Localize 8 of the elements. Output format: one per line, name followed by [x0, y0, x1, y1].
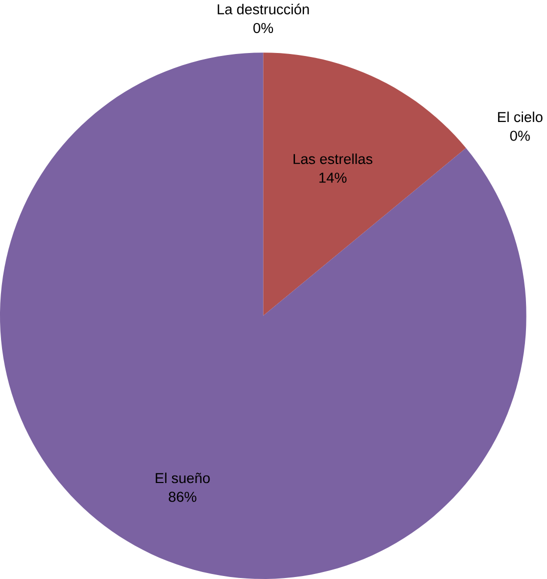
data-label: 86%: [168, 492, 196, 502]
category-label: El cielo: [498, 112, 543, 122]
slice-label: Las estrellas: [294, 154, 372, 164]
text: 0%: [254, 22, 274, 34]
data-label: 14%: [320, 172, 347, 183]
slice-label: El sueño: [156, 472, 210, 484]
text: 0%: [510, 130, 530, 141]
category-label: La destrucción: [218, 4, 309, 14]
